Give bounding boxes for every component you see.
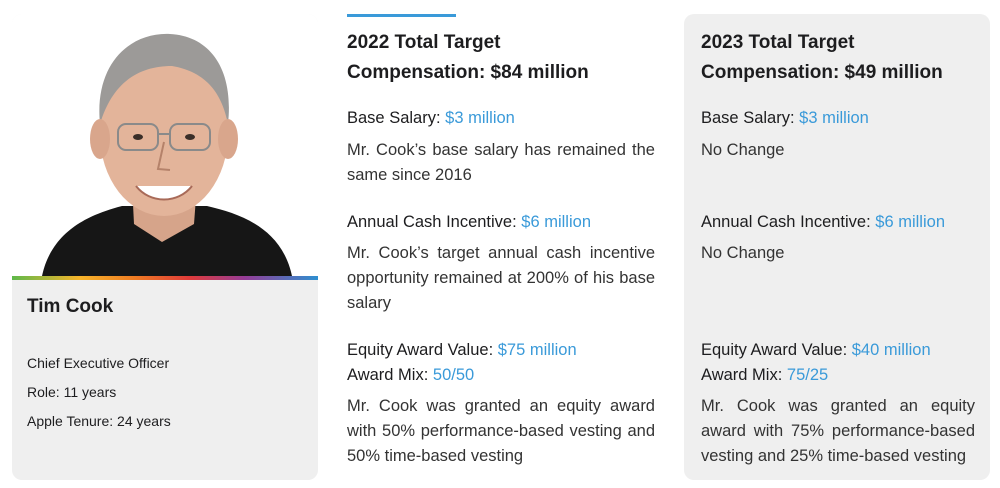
award-mix-value: 50/50 — [432, 366, 475, 384]
person-tenure: Apple Tenure: 24 years — [27, 413, 171, 429]
equity-desc-2023: Mr. Cook was granted an equity award wit… — [701, 397, 975, 465]
cash-incentive-desc-2022: Mr. Cook’s target annual cash incentive … — [347, 244, 655, 312]
cash-incentive-label: Annual Cash Incentive: — [347, 213, 517, 231]
base-salary-2023: Base Salary: $3 million — [701, 106, 975, 131]
panel-2023 — [684, 14, 990, 480]
equity-value-amount: $40 million — [851, 341, 931, 359]
portrait-photo — [12, 14, 318, 276]
equity-value-label: Equity Award Value: — [347, 341, 494, 359]
equity-value-amount: $75 million — [497, 341, 577, 359]
base-salary-label: Base Salary: — [347, 109, 441, 127]
cash-incentive-2022: Annual Cash Incentive: $6 million — [347, 210, 655, 235]
heading-2023-line2: Compensation: $49 million — [701, 62, 943, 83]
award-mix-2022: Award Mix: 50/50 — [347, 363, 655, 388]
base-salary-desc-2023: No Change — [701, 141, 785, 159]
award-mix-2023: Award Mix: 75/25 — [701, 363, 975, 388]
base-salary-value: $3 million — [445, 109, 515, 127]
cash-incentive-desc-2023: No Change — [701, 244, 785, 262]
base-salary-desc-2022: Mr. Cook’s base salary has remained the … — [347, 141, 655, 184]
equity-value-label: Equity Award Value: — [701, 341, 848, 359]
heading-2022-line1: 2022 Total Target — [347, 32, 501, 53]
person-name: Tim Cook — [27, 296, 114, 317]
award-mix-label: Award Mix: — [701, 366, 783, 384]
base-salary-label: Base Salary: — [701, 109, 795, 127]
award-mix-label: Award Mix: — [347, 366, 429, 384]
equity-value-2022: Equity Award Value: $75 million — [347, 338, 655, 363]
heading-2022-line2: Compensation: $84 million — [347, 62, 589, 83]
heading-2023-line1: 2023 Total Target — [701, 32, 855, 53]
column-2023: 2023 Total Target Compensation: $49 mill… — [701, 28, 975, 465]
cash-incentive-value: $6 million — [875, 213, 945, 231]
person-title: Chief Executive Officer — [27, 355, 170, 371]
cash-incentive-value: $6 million — [521, 213, 591, 231]
profile-card: Tim Cook Chief Executive Officer Role: 1… — [12, 14, 318, 480]
cash-incentive-2023: Annual Cash Incentive: $6 million — [701, 210, 975, 235]
equity-value-2023: Equity Award Value: $40 million — [701, 338, 975, 363]
award-mix-value: 75/25 — [786, 366, 829, 384]
rainbow-divider — [12, 276, 318, 280]
column-2022: 2022 Total Target Compensation: $84 mill… — [347, 28, 655, 465]
person-role: Role: 11 years — [27, 384, 117, 400]
section-accent-bar — [347, 14, 456, 17]
cash-incentive-label: Annual Cash Incentive: — [701, 213, 871, 231]
base-salary-2022: Base Salary: $3 million — [347, 106, 655, 131]
equity-desc-2022: Mr. Cook was granted an equity award wit… — [347, 397, 655, 465]
base-salary-value: $3 million — [799, 109, 869, 127]
